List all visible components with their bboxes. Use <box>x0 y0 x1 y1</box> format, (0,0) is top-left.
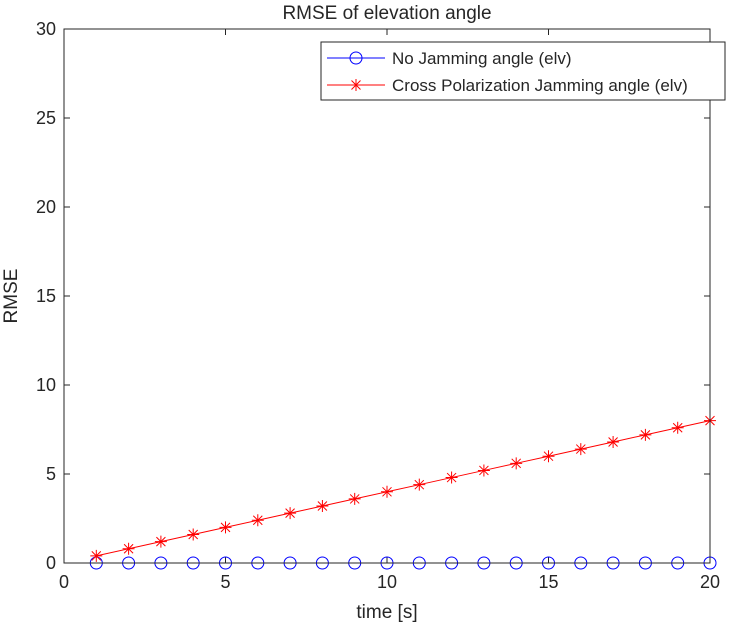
series-2 <box>90 414 716 562</box>
y-tick-label: 20 <box>36 197 56 217</box>
data-point <box>316 500 329 513</box>
chart-title: RMSE of elevation angle <box>282 3 491 24</box>
series-line <box>96 420 711 557</box>
data-point <box>348 492 361 505</box>
data-point <box>574 443 587 456</box>
legend-label: No Jamming angle (elv) <box>392 49 572 68</box>
y-tick-label: 15 <box>36 286 56 306</box>
data-point <box>381 485 393 498</box>
x-tick-label: 0 <box>59 572 69 592</box>
plot-frame <box>63 28 711 564</box>
y-tick-label: 25 <box>36 108 56 128</box>
x-tick-label: 20 <box>700 572 720 592</box>
x-tick-label: 15 <box>538 572 558 592</box>
data-point <box>607 435 620 448</box>
data-point <box>477 464 490 477</box>
y-tick-label: 0 <box>46 553 56 573</box>
data-point <box>671 421 684 434</box>
data-point <box>510 457 523 470</box>
data-point <box>90 549 103 562</box>
data-point <box>251 514 264 527</box>
data-point <box>154 535 167 548</box>
y-axis-title: RMSE <box>1 269 22 324</box>
y-tick-label: 5 <box>46 464 56 484</box>
x-tick-label: 5 <box>220 572 230 592</box>
y-tick-label: 30 <box>36 19 56 39</box>
legend-box <box>320 41 726 101</box>
legend: No Jamming angle (elv) Cross Polarization… <box>320 41 726 101</box>
data-point <box>284 507 297 520</box>
legend-marker <box>350 79 362 91</box>
data-point <box>122 542 135 555</box>
axis-ticks: 0 5 10 15 20 0 5 10 15 20 25 30 <box>36 19 720 592</box>
data-point <box>219 521 232 534</box>
x-axis-title: time [s] <box>356 602 417 623</box>
y-tick-label: 10 <box>36 375 56 395</box>
data-point <box>187 528 200 541</box>
legend-marker <box>349 51 363 65</box>
legend-label: Cross Polarization Jamming angle (elv) <box>392 76 688 95</box>
data-point <box>445 471 458 484</box>
x-tick-label: 10 <box>377 572 397 592</box>
plot-background <box>64 29 710 563</box>
data-point <box>542 450 555 463</box>
data-point <box>639 428 652 441</box>
data-point <box>413 478 426 491</box>
